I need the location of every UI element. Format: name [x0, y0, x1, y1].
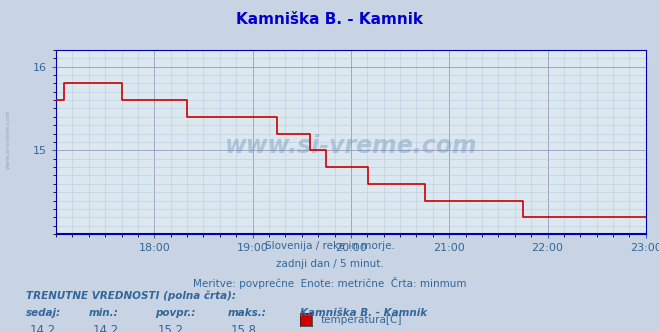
Text: Slovenija / reke in morje.: Slovenija / reke in morje.	[264, 241, 395, 251]
Text: zadnji dan / 5 minut.: zadnji dan / 5 minut.	[275, 259, 384, 269]
Text: maks.:: maks.:	[227, 308, 266, 318]
Text: Meritve: povprečne  Enote: metrične  Črta: minmum: Meritve: povprečne Enote: metrične Črta:…	[192, 277, 467, 289]
Text: temperatura[C]: temperatura[C]	[321, 315, 403, 325]
Text: Kamniška B. - Kamnik: Kamniška B. - Kamnik	[236, 12, 423, 27]
Text: www.si-vreme.com: www.si-vreme.com	[225, 133, 477, 158]
Text: Kamniška B. - Kamnik: Kamniška B. - Kamnik	[300, 308, 427, 318]
Text: www.si-vreme.com: www.si-vreme.com	[5, 110, 11, 169]
Text: TRENUTNE VREDNOSTI (polna črta):: TRENUTNE VREDNOSTI (polna črta):	[26, 290, 237, 301]
Text: 15,2: 15,2	[158, 324, 185, 332]
Text: 14,2: 14,2	[92, 324, 119, 332]
Text: 15,8: 15,8	[231, 324, 256, 332]
Text: povpr.:: povpr.:	[155, 308, 195, 318]
Text: min.:: min.:	[89, 308, 119, 318]
Text: 14,2: 14,2	[30, 324, 56, 332]
Text: sedaj:: sedaj:	[26, 308, 61, 318]
